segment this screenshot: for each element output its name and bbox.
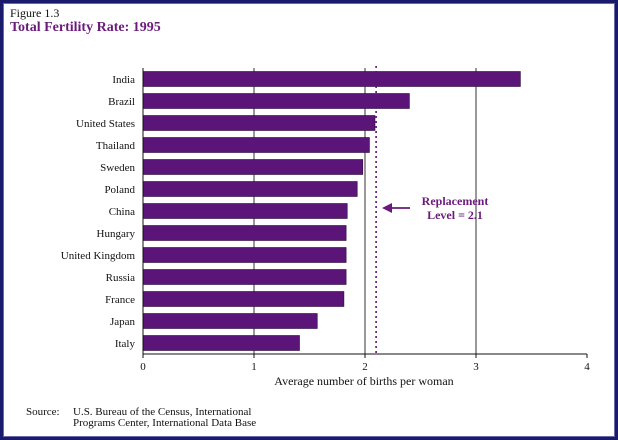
bar-japan bbox=[142, 313, 318, 329]
source-line-2: Programs Center, International Data Base bbox=[73, 417, 257, 429]
bar-italy bbox=[142, 335, 300, 351]
bar-united-states bbox=[142, 115, 376, 131]
category-label: Sweden bbox=[100, 162, 135, 174]
bar-france bbox=[142, 291, 345, 307]
x-tick-label: 3 bbox=[473, 361, 479, 373]
bars bbox=[142, 71, 521, 351]
bar-india bbox=[142, 71, 521, 87]
category-label: Italy bbox=[115, 338, 136, 350]
x-tick-label: 0 bbox=[140, 361, 146, 373]
category-labels: India Brazil United States Thailand Sweden Po… bbox=[61, 74, 136, 350]
annotation-arrow-head bbox=[382, 203, 392, 213]
bar-russia bbox=[142, 269, 347, 285]
bar-hungary bbox=[142, 225, 347, 241]
bar-china bbox=[142, 203, 348, 219]
x-axis-title: Average number of births per woman bbox=[274, 374, 453, 388]
source-line-1: U.S. Bureau of the Census, International bbox=[73, 406, 252, 418]
category-label: Brazil bbox=[108, 96, 135, 108]
bar-sweden bbox=[142, 159, 364, 175]
category-label: France bbox=[105, 294, 135, 306]
x-tick-label: 2 bbox=[362, 361, 368, 373]
category-label: China bbox=[109, 206, 135, 218]
x-tick-label: 1 bbox=[251, 361, 257, 373]
annotation-line-1: Replacement bbox=[422, 194, 489, 208]
category-label: Japan bbox=[110, 316, 136, 328]
x-axis: 0 1 2 3 4 bbox=[140, 68, 590, 373]
category-label: Poland bbox=[104, 184, 135, 196]
bar-poland bbox=[142, 181, 358, 197]
category-label: United States bbox=[76, 118, 135, 130]
bar-united-kingdom bbox=[142, 247, 347, 263]
source-key: Source: bbox=[26, 406, 60, 418]
category-label: India bbox=[112, 74, 135, 86]
figure-label: Figure 1.3 bbox=[10, 6, 60, 20]
bar-thailand bbox=[142, 137, 370, 153]
category-label: Thailand bbox=[96, 140, 136, 152]
category-label: United Kingdom bbox=[61, 250, 136, 262]
replacement-annotation: Replacement Level = 2.1 bbox=[382, 194, 488, 222]
category-label: Russia bbox=[106, 272, 135, 284]
x-tick-label: 4 bbox=[584, 361, 590, 373]
bar-brazil bbox=[142, 93, 410, 109]
annotation-line-2: Level = 2.1 bbox=[427, 208, 483, 222]
chart-title: Total Fertility Rate: 1995 bbox=[10, 20, 161, 35]
category-label: Hungary bbox=[97, 228, 136, 240]
